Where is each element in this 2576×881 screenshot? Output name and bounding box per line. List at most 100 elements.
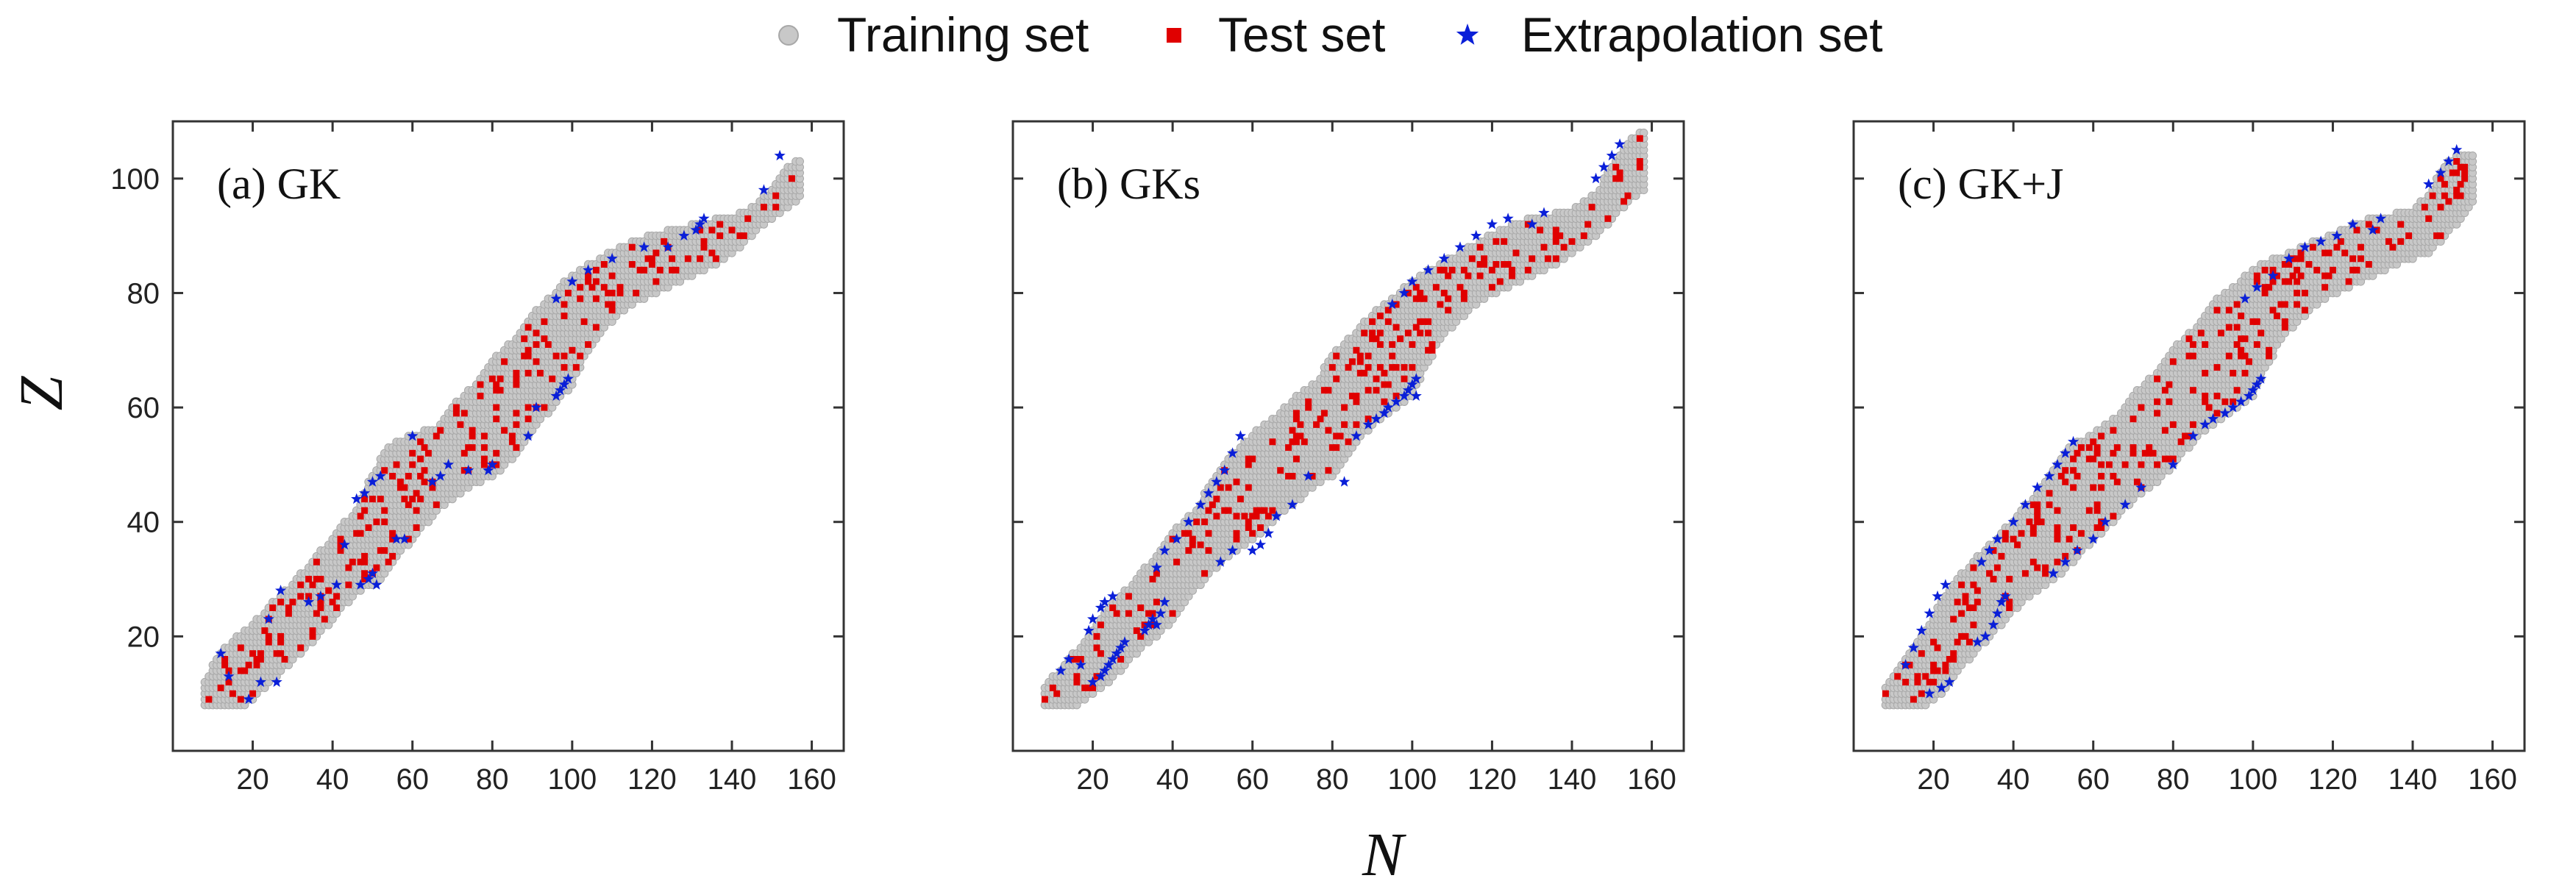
test-point [1205,529,1212,537]
test-point [437,427,444,434]
test-point [1381,369,1388,377]
test-point [1504,261,1512,268]
panel-b: 20 40 60 80 100 120 140 160(b) GKs [1011,120,1685,796]
test-point [1529,255,1536,263]
test-point [1428,341,1436,348]
test-point [1113,610,1120,617]
test-point [1185,529,1192,537]
test-point [633,290,640,296]
x-tick-label: 100 [547,763,597,796]
test-point [1345,364,1352,371]
test-point [1376,329,1384,337]
test-point [1509,266,1516,274]
test-point [1537,227,1544,234]
test-point [684,255,691,263]
test-point [1604,215,1612,222]
test-point [1369,329,1376,337]
test-point [600,284,608,291]
test-point [708,249,716,257]
test-point [1257,524,1264,531]
test-point [1373,387,1380,394]
extrapolation-point [1255,538,1267,550]
test-point [477,381,484,388]
test-point [1492,261,1500,268]
y-tick-label: 40 [127,507,160,539]
test-point [1389,341,1396,348]
test-point [381,467,388,474]
test-point [333,604,341,611]
test-point [616,290,624,296]
test-point [1317,415,1324,423]
test-point [1109,604,1117,611]
test-point [469,444,476,452]
test-point [205,696,213,703]
test-point [1277,467,1284,474]
test-point [1560,243,1568,251]
test-point [1409,364,1416,371]
test-point [1496,278,1504,285]
test-point [641,266,648,274]
x-tick-label: 100 [2228,763,2277,796]
test-point [524,324,532,331]
test-point [513,381,520,388]
test-point [1465,272,1472,279]
test-point [1201,570,1209,577]
test-point [1325,427,1332,434]
test-point [728,227,736,234]
panel-c: 20 40 60 80 100 120 140 160(c) GK+J [1852,120,2526,796]
test-point [1209,501,1216,508]
test-point [1376,313,1384,320]
test-point [389,473,396,479]
test-point [1073,673,1081,680]
test-point [561,301,568,308]
test-point [501,427,508,434]
test-point [480,444,488,452]
test-point [405,473,412,479]
test-point [249,690,257,697]
test-point [628,261,636,268]
test-point [608,301,616,308]
test-point [417,473,424,479]
test-point [1241,513,1248,520]
test-point [541,404,548,411]
test-point [1445,307,1452,314]
test-point [1584,221,1592,228]
test-point [1636,163,1643,171]
test-point [1524,266,1531,274]
test-point [1049,684,1056,691]
test-point [1412,324,1420,331]
test-point [1476,272,1484,279]
test-point [501,358,508,365]
test-point [1173,558,1181,566]
test-point [513,421,520,428]
test-point [277,632,285,640]
test-point [401,484,408,491]
test-point [513,375,520,382]
test-point [1361,329,1368,337]
test-point [1409,341,1416,348]
test-point [265,638,272,646]
test-point [1392,364,1400,371]
test-point [333,593,341,600]
test-point [389,552,396,560]
test-point [608,272,616,279]
test-point [772,204,780,211]
test-point [513,369,520,377]
test-point [488,375,496,382]
test-point [1481,255,1488,263]
x-tick-label: 120 [1467,763,1517,796]
test-point [1512,249,1520,257]
test-point [1337,432,1344,440]
test-point [361,552,369,560]
test-point [1417,290,1424,296]
test-point [552,352,560,360]
x-tick-label: 160 [2468,763,2517,796]
test-point [1588,204,1595,211]
test-point [1460,266,1467,274]
test-point [469,432,476,440]
test-point [524,352,532,360]
test-point [524,369,532,377]
y-tick-label: 100 [110,163,160,196]
test-point [628,243,636,251]
